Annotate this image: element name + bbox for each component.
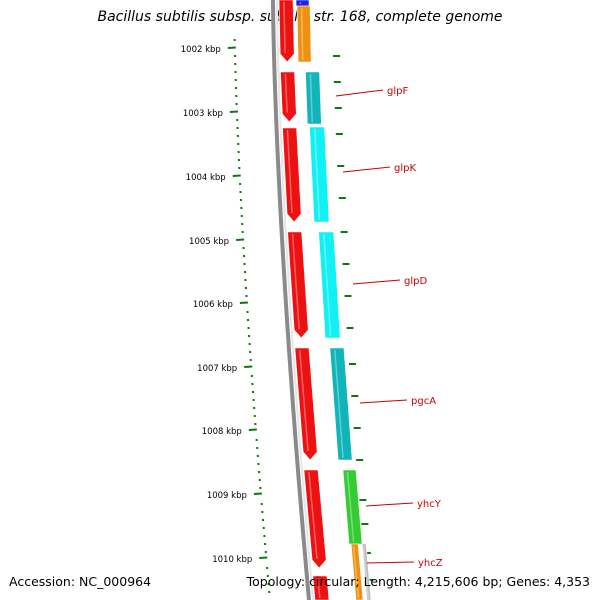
kbp-label: 1003 kbp bbox=[183, 109, 223, 119]
cds-arrow bbox=[312, 575, 330, 600]
gene-label-glpF: glpF bbox=[387, 86, 408, 97]
cds-arrow bbox=[278, 0, 295, 63]
feature-sheen bbox=[314, 128, 321, 221]
kbp-label: 1006 kbp bbox=[193, 300, 233, 310]
genome-backbone bbox=[271, 0, 314, 600]
feature-sheen bbox=[284, 73, 288, 114]
feature-sheen bbox=[317, 577, 321, 599]
feature-sheen bbox=[362, 545, 370, 599]
gene-features bbox=[278, 0, 372, 600]
gene-leader-line bbox=[342, 166, 391, 173]
cds-arrow bbox=[287, 231, 309, 339]
major-tick bbox=[239, 301, 248, 304]
feature-glpK bbox=[309, 126, 330, 223]
gene-label-yhcZ: yhcZ bbox=[418, 558, 443, 569]
kbp-label: 1002 kbp bbox=[181, 45, 221, 55]
feature-yhcZ bbox=[350, 543, 364, 600]
gene-label-glpK: glpK bbox=[394, 163, 416, 174]
gene-labels: glpF glpK glpD pgcA yhcY yhcZ bbox=[335, 86, 443, 569]
genome-summary: Topology: circular; Length: 4,215,606 bp… bbox=[246, 574, 590, 589]
feature-sheen bbox=[300, 7, 304, 61]
kbp-label: 1009 kbp bbox=[207, 491, 247, 501]
feature-glpD bbox=[318, 231, 341, 339]
major-tick bbox=[244, 365, 253, 368]
feature-sheen bbox=[299, 349, 309, 452]
feature-sheen bbox=[309, 73, 314, 123]
kbp-label: 1004 kbp bbox=[186, 173, 226, 183]
feature-sheen bbox=[323, 233, 332, 337]
gene-leader-line bbox=[335, 89, 384, 97]
cds-arrow bbox=[294, 347, 318, 461]
kbp-label: 1007 kbp bbox=[197, 364, 237, 374]
kbp-labels: 1002 kbp 1003 kbp 1004 kbp 1005 kbp 1006 kbp… bbox=[181, 45, 253, 565]
gene-leader-line bbox=[365, 502, 414, 507]
major-tick bbox=[229, 110, 238, 113]
backbone-highlight bbox=[276, 0, 314, 600]
gene-label-pgcA: pgcA bbox=[411, 396, 436, 407]
major-tick bbox=[232, 174, 241, 177]
kbp-label: 1005 kbp bbox=[189, 237, 229, 247]
major-tick bbox=[248, 428, 257, 431]
feature-sheen bbox=[283, 1, 286, 54]
cds-arrow bbox=[303, 469, 327, 569]
feature-sheen bbox=[286, 129, 293, 214]
major-tick bbox=[227, 46, 236, 49]
gene-label-glpD: glpD bbox=[404, 276, 427, 287]
kbp-label: 1008 kbp bbox=[202, 427, 242, 437]
gene-leader-line bbox=[359, 399, 408, 404]
feature-sheen bbox=[291, 233, 300, 330]
gene-leader-line bbox=[366, 561, 415, 564]
gene-leader-line bbox=[352, 279, 401, 285]
feature-sheen bbox=[352, 545, 360, 599]
cds-arrow bbox=[282, 127, 302, 223]
feature-sheen bbox=[308, 471, 318, 560]
feature-pgcA bbox=[329, 347, 353, 461]
backbone-line bbox=[271, 0, 311, 600]
cds-arrow bbox=[280, 71, 297, 123]
gene-label-yhcY: yhcY bbox=[417, 499, 442, 510]
accession-label: Accession: NC_000964 bbox=[9, 574, 152, 589]
feature-grey bbox=[361, 543, 372, 600]
kbp-label: 1010 kbp bbox=[212, 555, 252, 565]
feature-top-orange bbox=[296, 5, 312, 63]
major-tick bbox=[259, 556, 268, 559]
kbp-tick-marks bbox=[227, 39, 374, 593]
major-tick bbox=[253, 492, 262, 495]
feature-glpF bbox=[305, 71, 322, 125]
feature-sheen bbox=[346, 471, 355, 543]
major-tick bbox=[236, 238, 245, 241]
feature-sheen bbox=[334, 349, 344, 459]
feature-top-blue bbox=[295, 0, 310, 7]
